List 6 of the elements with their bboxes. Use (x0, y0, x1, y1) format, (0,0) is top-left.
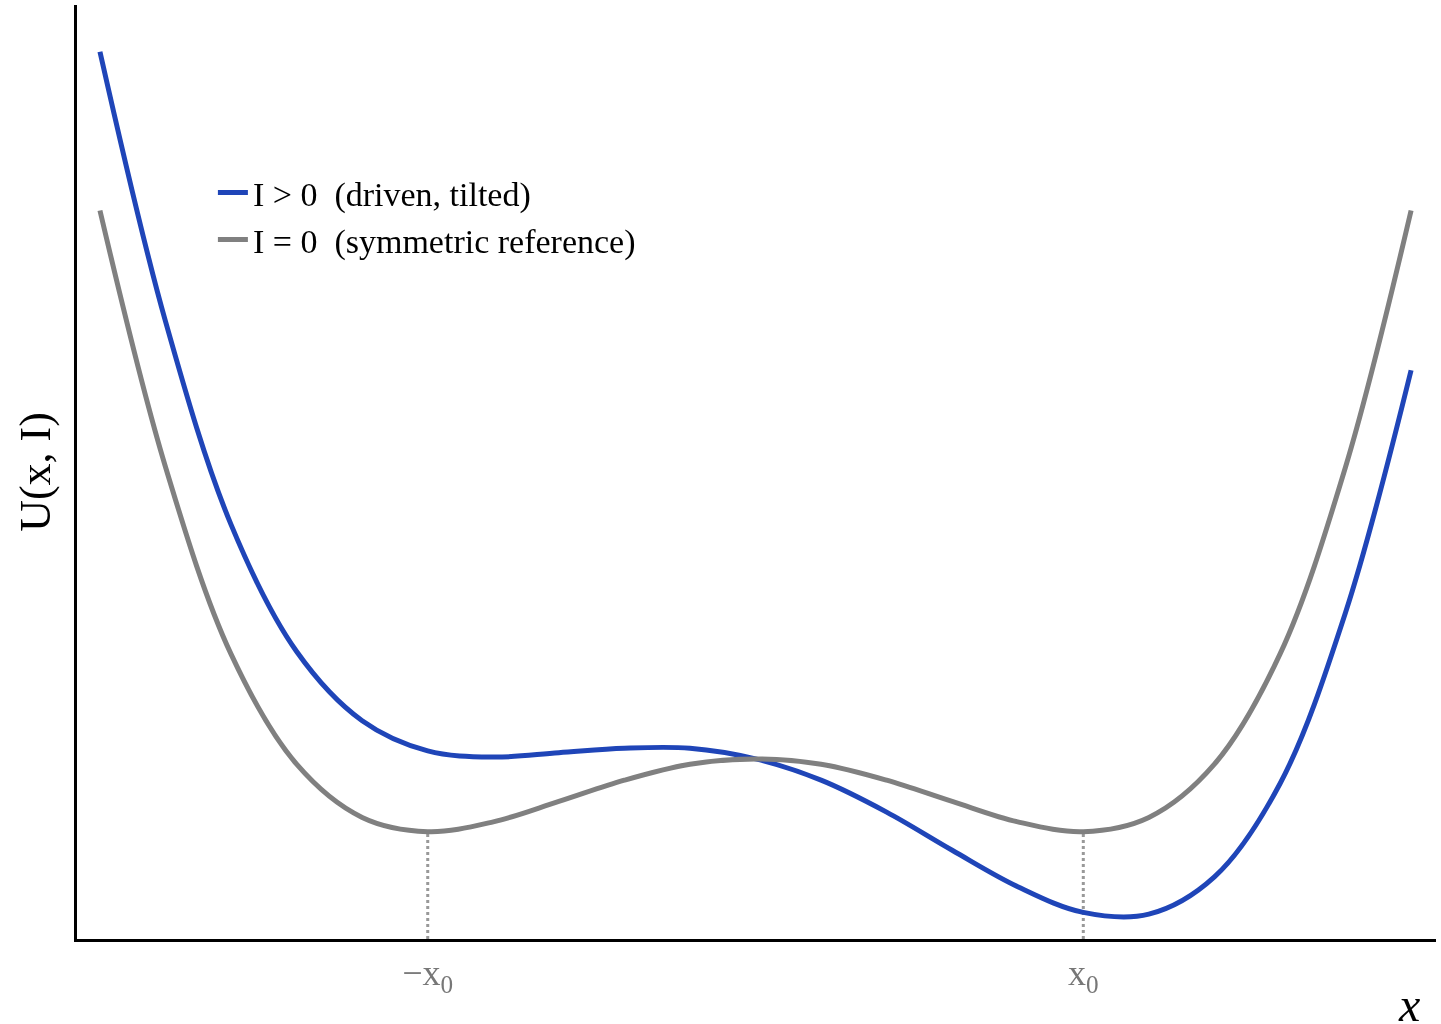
x-tick-label: x$_{0}$ (1068, 953, 1099, 998)
legend-label: I = 0 (symmetric reference) (252, 222, 636, 261)
x-axis-title: x (1398, 978, 1421, 1024)
legend-label: I > 0 (driven, tilted) (252, 175, 531, 214)
x-tick-label: −x$_{0}$ (402, 953, 454, 998)
y-axis-title: U(x, I) (11, 412, 61, 532)
